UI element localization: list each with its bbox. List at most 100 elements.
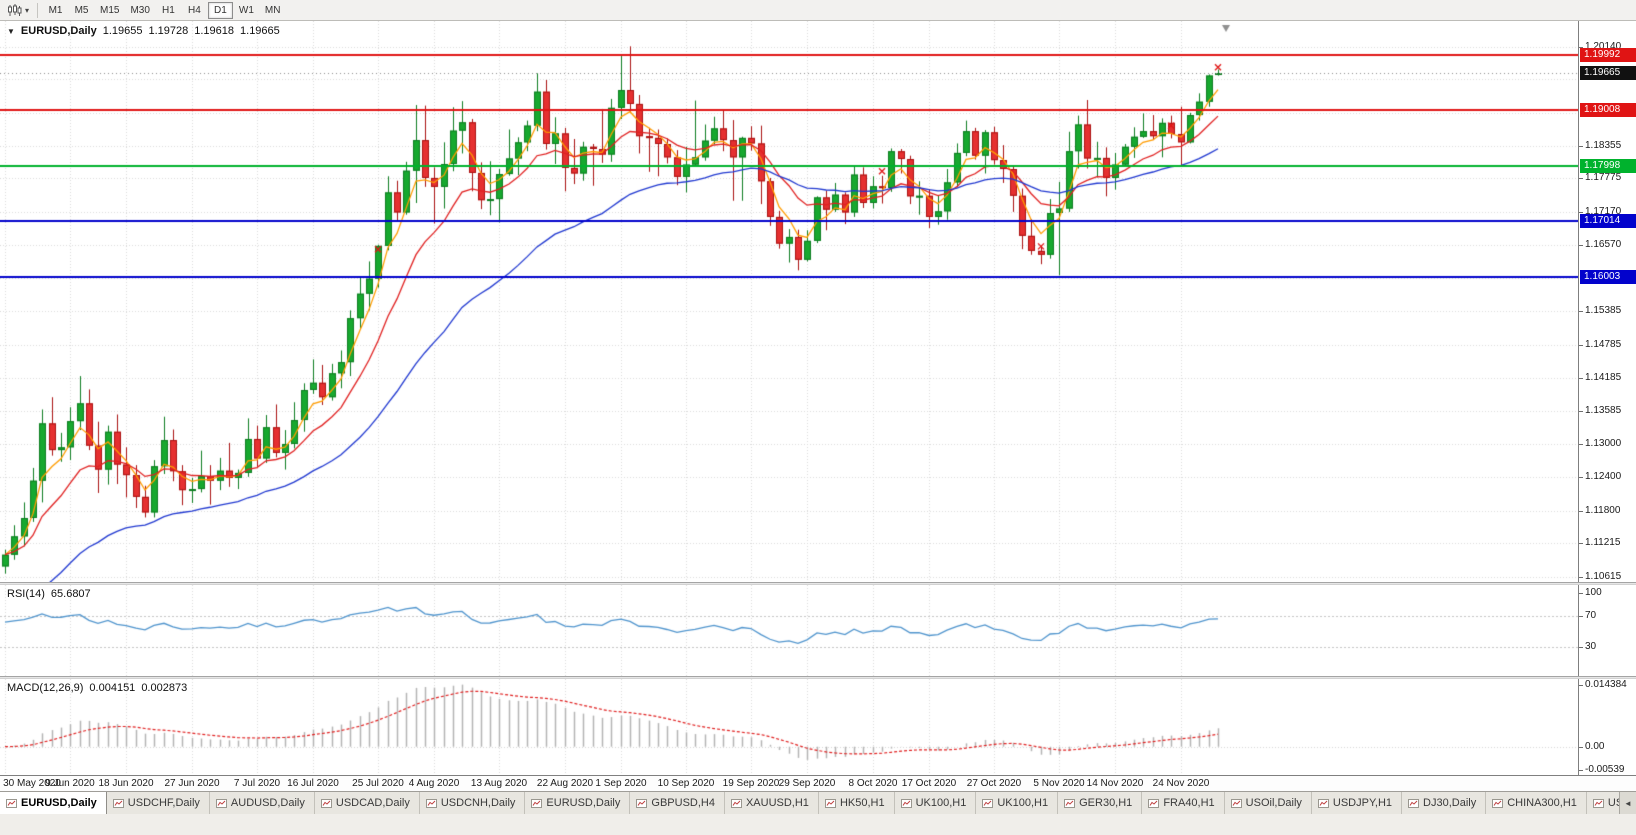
date-label: 29 Sep 2020 xyxy=(778,778,836,789)
chart-tab-usdjpy-h1[interactable]: USDJPY,H1 xyxy=(1312,792,1403,814)
macd-axis[interactable]: 0.014384 0.00 -0.00539 xyxy=(1578,679,1636,775)
tab-chart-icon xyxy=(900,798,912,808)
date-label: 8 Oct 2020 xyxy=(848,778,898,789)
main-price-axis[interactable]: 1.20140 1.18355 1.17775 1.17170 1.16570 1.153… xyxy=(1578,21,1636,582)
panel-splitter-rsi[interactable] xyxy=(0,582,1636,585)
macd-tick-label: -0.00539 xyxy=(1585,764,1625,775)
tab-chart-icon xyxy=(1148,798,1160,808)
chart-tab-eurusd-daily[interactable]: EURUSD,Daily xyxy=(525,792,631,814)
tab-label: UK100,H1 xyxy=(997,797,1049,809)
rsi-axis[interactable]: 100 70 30 xyxy=(1578,585,1636,676)
axis-tick-mark xyxy=(1579,178,1583,179)
tab-label: HK50,H1 xyxy=(839,797,885,809)
tab-label: EURUSD,Daily xyxy=(546,797,621,809)
axis-tick-mark xyxy=(1579,616,1583,617)
chart-tab-usdchf-daily[interactable]: USDCHF,Daily xyxy=(107,792,210,814)
tab-chart-icon xyxy=(824,798,836,808)
tab-label: FRA40,H1 xyxy=(1163,797,1215,809)
tab-label: XAUUSD,H1 xyxy=(745,797,809,809)
chart-menu-arrow-icon[interactable]: ▼ xyxy=(7,27,15,36)
current-price-badge: 1.19665 xyxy=(1580,66,1636,80)
chart-tab-china300-h1[interactable]: CHINA300,H1 xyxy=(1486,792,1587,814)
main-chart-canvas[interactable] xyxy=(0,21,1578,582)
axis-tick-mark xyxy=(1579,593,1583,594)
timeframe-button-m1[interactable]: M1 xyxy=(43,2,68,19)
resistance-price-badge-1: 1.19992 xyxy=(1580,48,1636,62)
axis-tick-mark xyxy=(1579,245,1583,246)
date-label: 9 Jun 2020 xyxy=(45,778,95,789)
tab-label: AUDUSD,Daily xyxy=(230,797,305,809)
chart-tab-audusd-daily[interactable]: AUDUSD,Daily xyxy=(210,792,315,814)
date-label: 30 May 2020 xyxy=(3,778,61,789)
tab-label: GER30,H1 xyxy=(1079,797,1133,809)
chart-type-icon[interactable] xyxy=(5,3,24,18)
price-tick-label: 1.12400 xyxy=(1585,471,1622,482)
price-tick-label: 1.18355 xyxy=(1585,140,1622,151)
tab-chart-icon xyxy=(1592,798,1604,808)
axis-tick-mark xyxy=(1579,311,1583,312)
tab-chart-icon xyxy=(1230,798,1242,808)
chart-tab-usoil-daily[interactable]: USOil,Daily xyxy=(1225,792,1312,814)
axis-tick-mark xyxy=(1579,577,1583,578)
price-tick-label: 1.11800 xyxy=(1585,505,1621,516)
rsi-indicator-name: RSI(14) xyxy=(7,588,45,600)
price-tick-label: 1.13000 xyxy=(1585,438,1622,449)
tab-label: UK100,H1 xyxy=(915,797,967,809)
date-label: 24 Nov 2020 xyxy=(1152,778,1210,789)
tab-label: USDCNH,Daily xyxy=(440,797,516,809)
time-axis[interactable]: 30 May 2020 9 Jun 2020 18 Jun 2020 27 Jun 2… xyxy=(0,775,1636,791)
macd-canvas[interactable] xyxy=(0,679,1578,775)
timeframe-button-mn[interactable]: MN xyxy=(260,2,286,19)
tab-label: USDJPY,H1 xyxy=(1332,797,1393,809)
chart-tab-dj30-daily[interactable]: DJ30,Daily xyxy=(1402,792,1487,814)
chart-tab-xauusd-h1[interactable]: XAUUSD,H1 xyxy=(725,792,819,814)
rsi-canvas[interactable] xyxy=(0,585,1578,676)
chart-tab-fra40-h1[interactable]: FRA40,H1 xyxy=(1142,792,1225,814)
timeframe-button-m30[interactable]: M30 xyxy=(125,2,154,19)
resistance-price-badge-2: 1.19008 xyxy=(1580,103,1636,117)
chart-tab-ger30-h1[interactable]: GER30,H1 xyxy=(1058,792,1143,814)
price-tick-label: 1.20140 xyxy=(1585,41,1622,52)
chart-tab-usdcad-daily[interactable]: USDCAD,Daily xyxy=(315,792,420,814)
timeframe-button-m15[interactable]: M15 xyxy=(95,2,124,19)
chart-tab-usdcnh-daily[interactable]: USDCNH,Daily xyxy=(420,792,526,814)
rsi-tick-label: 70 xyxy=(1585,610,1597,621)
chart-type-dropdown-caret-icon[interactable]: ▾ xyxy=(25,5,30,15)
ohlc-close-value: 1.19665 xyxy=(240,25,280,37)
ohlc-high-value: 1.19728 xyxy=(148,25,189,37)
tab-label: EURUSD,Daily xyxy=(21,797,97,809)
price-tick-label: 1.11215 xyxy=(1585,537,1621,548)
price-tick-label: 1.14185 xyxy=(1585,372,1622,383)
macd-indicator-name: MACD(12,26,9) xyxy=(7,682,84,694)
timeframe-button-w1[interactable]: W1 xyxy=(234,2,259,19)
timeframe-button-h4[interactable]: H4 xyxy=(182,2,207,19)
tab-chart-icon xyxy=(1317,798,1329,808)
chart-tab-gbpusd-h4[interactable]: GBPUSD,H4 xyxy=(630,792,725,814)
date-label: 5 Nov 2020 xyxy=(1033,778,1085,789)
price-tick-label: 1.10615 xyxy=(1585,571,1622,582)
tabs-scroll-left-button[interactable]: ◄ xyxy=(1619,792,1636,814)
date-label: 13 Aug 2020 xyxy=(470,778,528,789)
macd-panel: 0.014384 0.00 -0.00539 MACD(12,26,9) 0.004… xyxy=(0,679,1636,775)
window-bottom-strip xyxy=(0,814,1636,835)
chart-tab-eurusd-daily[interactable]: EURUSD,Daily xyxy=(0,792,107,814)
timeframe-button-d1[interactable]: D1 xyxy=(207,1,233,19)
date-label: 22 Aug 2020 xyxy=(536,778,594,789)
tab-chart-icon xyxy=(982,798,994,808)
date-label: 18 Jun 2020 xyxy=(98,778,154,789)
chart-ohlc-header: ▼ EURUSD,Daily 1.19655 1.19728 1.19618 1… xyxy=(7,25,280,37)
price-tick-label: 1.16570 xyxy=(1585,239,1622,250)
tab-label: GBPUSD,H4 xyxy=(651,797,715,809)
panel-splitter-macd[interactable] xyxy=(0,676,1636,679)
date-label: 27 Oct 2020 xyxy=(966,778,1022,789)
timeframe-button-h1[interactable]: H1 xyxy=(156,2,181,19)
chart-tab-uk100-h1[interactable]: UK100,H1 xyxy=(895,792,977,814)
chart-symbol-label: EURUSD,Daily xyxy=(20,25,97,37)
tab-label: CHINA300,H1 xyxy=(1507,797,1577,809)
tab-label: USDCAD,Daily xyxy=(335,797,410,809)
chart-tab-uk100-h1[interactable]: UK100,H1 xyxy=(976,792,1059,814)
timeframe-button-m5[interactable]: M5 xyxy=(69,2,94,19)
chart-tab-hk50-h1[interactable]: HK50,H1 xyxy=(819,792,895,814)
tab-label: DJ30,Daily xyxy=(1423,797,1477,809)
